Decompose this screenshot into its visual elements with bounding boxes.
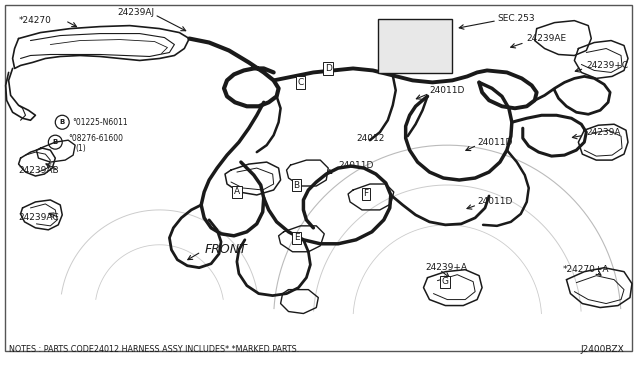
Text: FRONT: FRONT — [204, 243, 247, 256]
Text: F: F — [364, 189, 369, 199]
Text: E: E — [294, 233, 300, 242]
Text: 24239A: 24239A — [586, 128, 621, 137]
Text: 24239+C: 24239+C — [586, 61, 628, 70]
Text: 24239AE: 24239AE — [527, 34, 567, 43]
Text: °01225-N6011: °01225-N6011 — [72, 118, 128, 127]
Text: 24011D: 24011D — [338, 161, 374, 170]
Text: SEC.253: SEC.253 — [497, 14, 534, 23]
Text: 24239AC: 24239AC — [19, 214, 59, 222]
Text: 24011D: 24011D — [477, 198, 513, 206]
Text: G: G — [442, 277, 449, 286]
Text: C: C — [298, 78, 303, 87]
Text: (1): (1) — [75, 144, 86, 153]
Bar — [378, 19, 452, 73]
Text: NOTES : PARTS CODE24012 HARNESS ASSY INCLUDES* *MARKED PARTS.: NOTES : PARTS CODE24012 HARNESS ASSY INC… — [8, 345, 299, 354]
Text: 24239AJ: 24239AJ — [118, 8, 155, 17]
Text: J2400BZX: J2400BZX — [580, 345, 624, 354]
Text: B: B — [52, 139, 58, 145]
Text: 24239AB: 24239AB — [19, 166, 59, 174]
Text: 24012: 24012 — [356, 134, 385, 143]
Text: *24270+A: *24270+A — [563, 265, 609, 274]
Text: B: B — [60, 119, 65, 125]
Text: °08276-61600: °08276-61600 — [68, 134, 123, 143]
Text: 24239+A: 24239+A — [426, 263, 467, 272]
Text: D: D — [325, 64, 332, 73]
Text: 24011D: 24011D — [477, 138, 513, 147]
Text: 24011D: 24011D — [429, 86, 465, 95]
Text: *24270: *24270 — [19, 16, 51, 25]
Text: A: A — [234, 187, 240, 196]
Text: B: B — [293, 180, 300, 189]
